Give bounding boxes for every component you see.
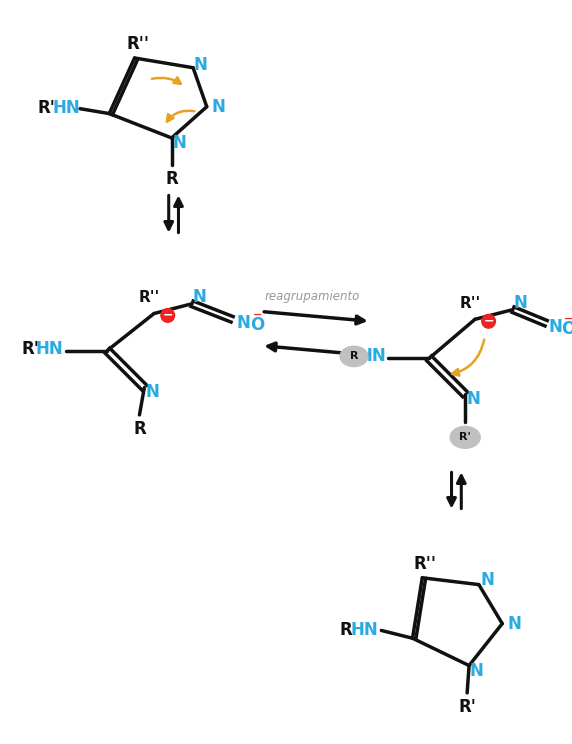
Text: N: N — [145, 383, 159, 402]
Text: R: R — [165, 170, 178, 188]
Text: N: N — [194, 56, 208, 74]
Text: O: O — [562, 320, 572, 338]
Text: R: R — [133, 420, 146, 437]
Text: R': R' — [458, 699, 476, 716]
Text: R': R' — [21, 339, 39, 358]
Text: N: N — [507, 615, 521, 632]
Text: O: O — [251, 316, 265, 334]
Text: R'': R'' — [459, 296, 480, 311]
Text: −: − — [162, 309, 173, 322]
Text: R': R' — [38, 99, 55, 117]
Text: N: N — [193, 288, 207, 306]
Text: N: N — [237, 314, 251, 333]
Text: R: R — [349, 351, 358, 362]
Text: N: N — [514, 294, 528, 312]
Text: N: N — [212, 97, 225, 116]
Text: −: − — [253, 310, 262, 319]
Text: N: N — [466, 391, 480, 408]
Text: N: N — [173, 134, 186, 152]
Text: HN: HN — [52, 99, 80, 117]
Circle shape — [161, 309, 174, 322]
Ellipse shape — [340, 346, 368, 367]
Text: R'': R'' — [126, 35, 149, 54]
Text: R': R' — [459, 432, 471, 443]
Ellipse shape — [450, 426, 480, 449]
Text: R: R — [339, 621, 352, 639]
Text: R'': R'' — [138, 290, 160, 305]
Text: reagrupamiento: reagrupamiento — [264, 290, 360, 304]
Text: HN: HN — [351, 621, 379, 639]
Text: HN: HN — [359, 347, 386, 365]
Text: −: − — [564, 313, 572, 324]
Text: N: N — [470, 662, 484, 681]
Text: −: − — [483, 315, 494, 328]
Text: HN: HN — [35, 339, 63, 358]
Text: N: N — [549, 318, 563, 336]
Circle shape — [482, 315, 495, 328]
Text: N: N — [480, 571, 495, 589]
Text: R'': R'' — [414, 555, 436, 573]
